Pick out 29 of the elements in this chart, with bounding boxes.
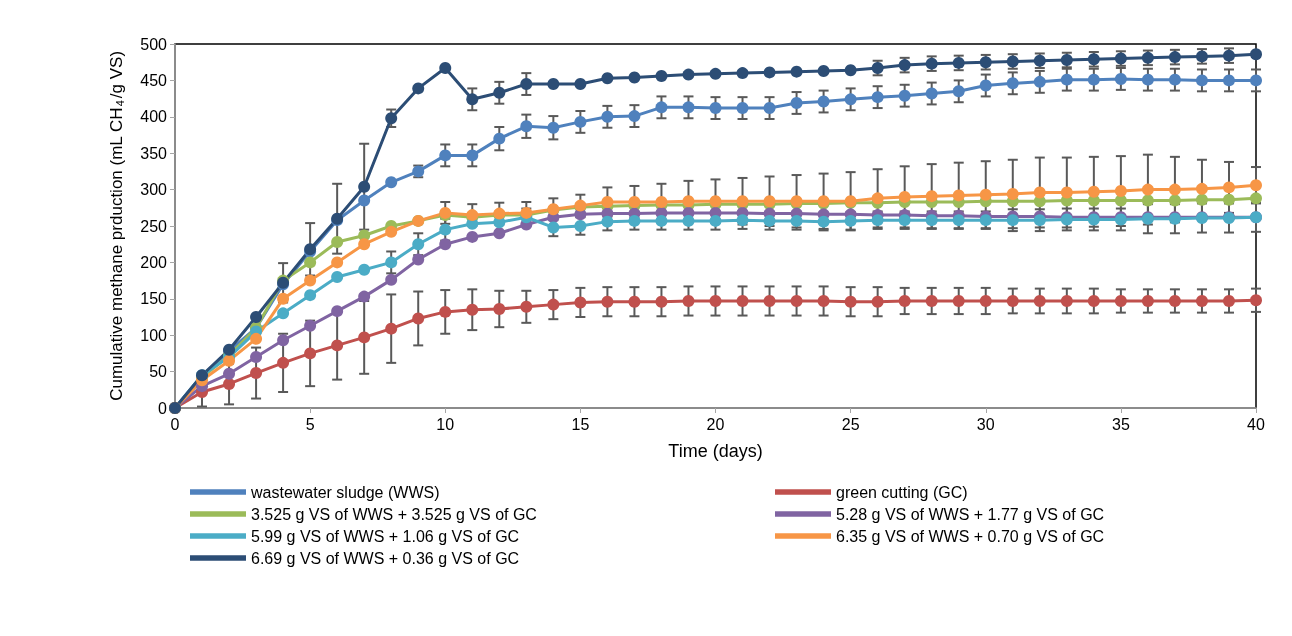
legend-label: 6.69 g VS of WWS + 0.36 g VS of GC [251,549,520,567]
y-tick-label: 100 [140,326,168,344]
y-tick-label: 300 [140,181,168,199]
y-tick-label: 50 [149,363,168,381]
legend-label: 3.525 g VS of WWS + 3.525 g VS of GC [251,505,537,523]
x-tick-label: 15 [571,415,590,433]
legend-label: wastewater sludge (WWS) [250,483,440,501]
x-tick-label: 30 [976,415,995,433]
x-tick-label: 20 [706,415,725,433]
x-tick-label: 10 [436,415,455,433]
x-tick-label: 25 [841,415,860,433]
legend-label: 5.99 g VS of WWS + 1.06 g VS of GC [251,527,520,545]
legend-label: 5.28 g VS of WWS + 1.77 g VS of GC [836,505,1105,523]
y-tick-label: 200 [140,253,168,271]
y-tick-label: 250 [140,217,168,235]
y-tick-label: 0 [158,399,168,417]
x-axis-title: Time (days) [668,441,763,461]
y-tick-label: 500 [140,35,168,53]
legend-label: 6.35 g VS of WWS + 0.70 g VS of GC [836,527,1105,545]
x-tick-label: 35 [1111,415,1130,433]
legend-label: green cutting (GC) [836,483,968,501]
y-tick-label: 350 [140,144,168,162]
y-tick-label: 150 [140,290,168,308]
y-tick-label: 400 [140,108,168,126]
y-tick-label: 450 [140,71,168,89]
x-tick-label: 0 [170,415,180,433]
x-tick-label: 40 [1247,415,1265,433]
x-tick-label: 5 [305,415,315,433]
y-axis-title: Cumulative methane prduction (mL CH4/g VS) [107,50,126,401]
